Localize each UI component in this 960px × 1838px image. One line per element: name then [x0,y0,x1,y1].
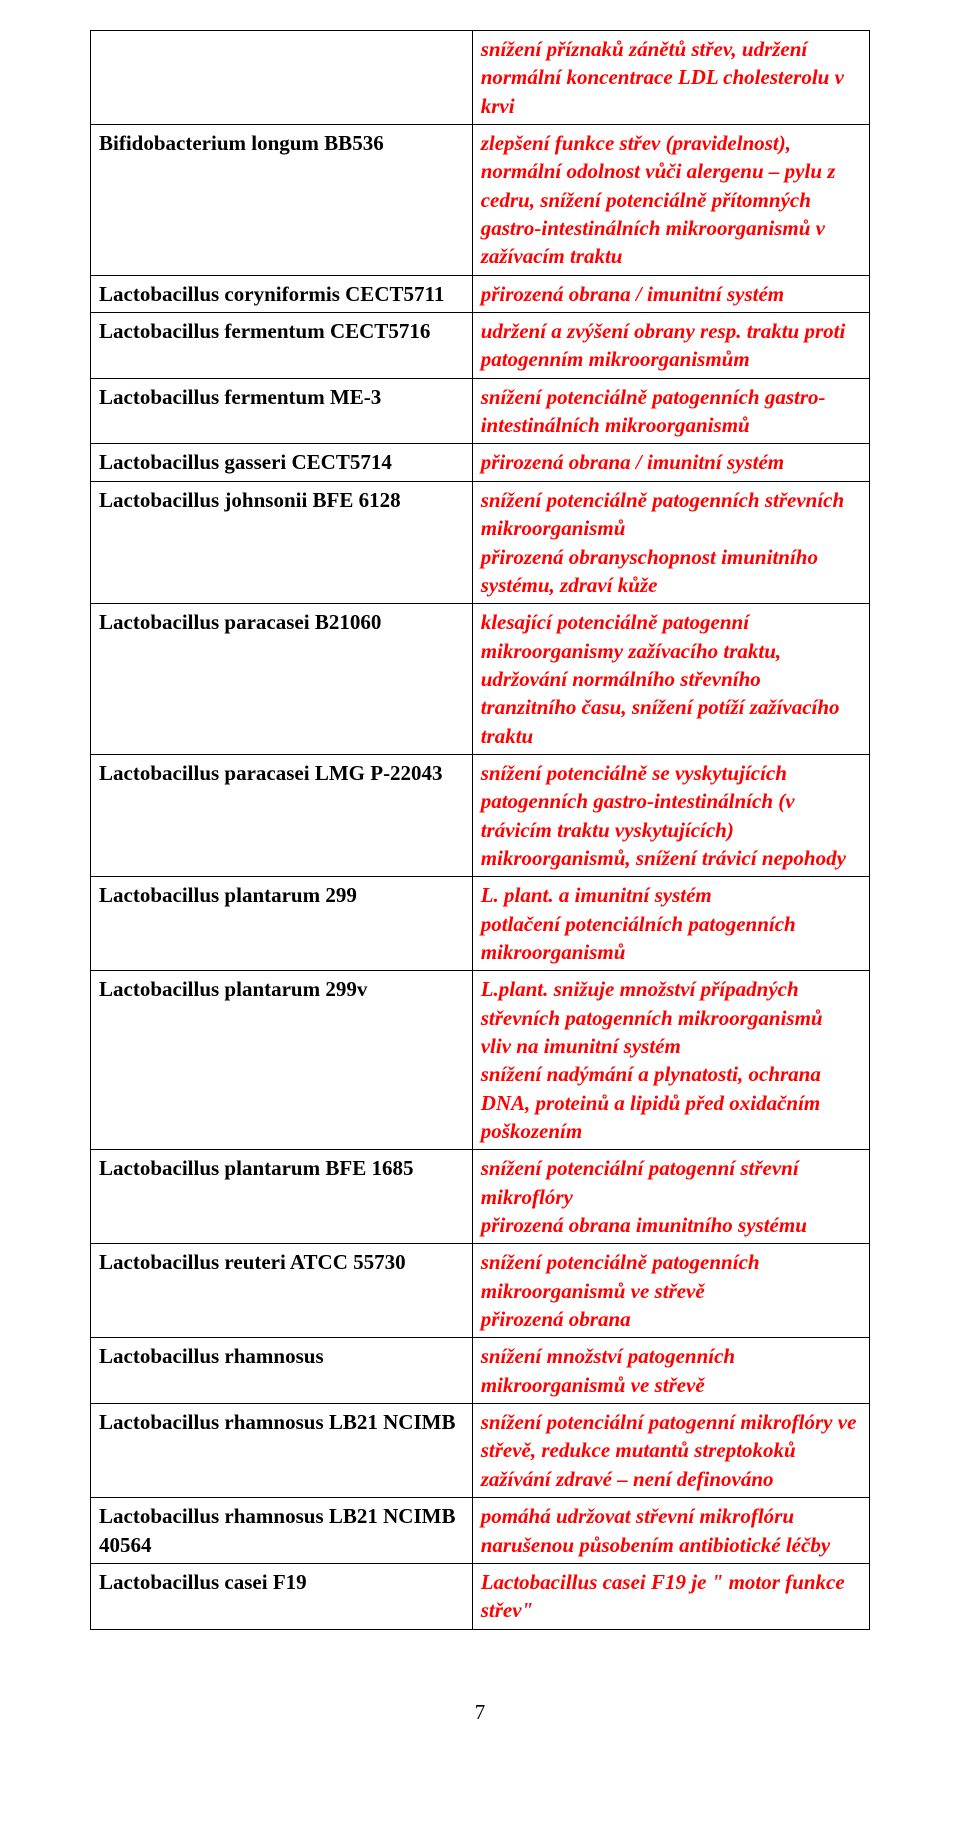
organism-cell: Lactobacillus fermentum CECT5716 [91,313,473,379]
organism-cell: Lactobacillus fermentum ME-3 [91,378,473,444]
effect-cell: L. plant. a imunitní systémpotlačení pot… [472,877,869,971]
organism-cell: Lactobacillus plantarum BFE 1685 [91,1150,473,1244]
organism-cell: Lactobacillus coryniformis CECT5711 [91,275,473,312]
organism-cell: Lactobacillus reuteri ATCC 55730 [91,1244,473,1338]
table-row: Lactobacillus casei F19Lactobacillus cas… [91,1563,870,1629]
effect-cell: snížení potenciální patogenní střevní mi… [472,1150,869,1244]
table-row: Lactobacillus fermentum ME-3snížení pote… [91,378,870,444]
effect-cell: snížení potenciálně patogenních mikroorg… [472,1244,869,1338]
organism-cell: Lactobacillus paracasei LMG P-22043 [91,754,473,876]
effect-cell: klesající potenciálně patogenní mikroorg… [472,604,869,755]
table-row: Lactobacillus johnsonii BFE 6128snížení … [91,481,870,603]
organism-cell: Lactobacillus casei F19 [91,1563,473,1629]
effect-cell: snížení příznaků zánětů střev, udržení n… [472,31,869,125]
effect-cell: snížení potenciální patogenní mikroflóry… [472,1404,869,1498]
effect-cell: L.plant. snižuje množství případných stř… [472,971,869,1150]
table-row: Bifidobacterium longum BB536zlepšení fun… [91,125,870,276]
table-body: snížení příznaků zánětů střev, udržení n… [91,31,870,1630]
organism-cell: Lactobacillus johnsonii BFE 6128 [91,481,473,603]
data-table: snížení příznaků zánětů střev, udržení n… [90,30,870,1630]
effect-cell: snížení potenciálně patogenních střevníc… [472,481,869,603]
effect-cell: udržení a zvýšení obrany resp. traktu pr… [472,313,869,379]
table-row: Lactobacillus paracasei LMG P-22043sníže… [91,754,870,876]
organism-cell: Lactobacillus rhamnosus [91,1338,473,1404]
table-row: snížení příznaků zánětů střev, udržení n… [91,31,870,125]
table-row: Lactobacillus coryniformis CECT5711přiro… [91,275,870,312]
table-row: Lactobacillus reuteri ATCC 55730snížení … [91,1244,870,1338]
effect-cell: zlepšení funkce střev (pravidelnost), no… [472,125,869,276]
organism-cell: Lactobacillus plantarum 299 [91,877,473,971]
page-number: 7 [90,1700,870,1725]
effect-cell: Lactobacillus casei F19 je " motor funkc… [472,1563,869,1629]
organism-cell: Lactobacillus paracasei B21060 [91,604,473,755]
table-row: Lactobacillus paracasei B21060klesající … [91,604,870,755]
organism-cell: Lactobacillus plantarum 299v [91,971,473,1150]
organism-cell [91,31,473,125]
organism-cell: Lactobacillus gasseri CECT5714 [91,444,473,481]
effect-cell: snížení potenciálně patogenních gastro-i… [472,378,869,444]
table-row: Lactobacillus gasseri CECT5714přirozená … [91,444,870,481]
organism-cell: Bifidobacterium longum BB536 [91,125,473,276]
table-row: Lactobacillus plantarum BFE 1685snížení … [91,1150,870,1244]
effect-cell: snížení potenciálně se vyskytujících pat… [472,754,869,876]
table-row: Lactobacillus rhamnosussnížení množství … [91,1338,870,1404]
effect-cell: přirozená obrana / imunitní systém [472,275,869,312]
table-row: Lactobacillus plantarum 299vL.plant. sni… [91,971,870,1150]
effect-cell: snížení množství patogenních mikroorgani… [472,1338,869,1404]
table-row: Lactobacillus rhamnosus LB21 NCIMB 40564… [91,1498,870,1564]
organism-cell: Lactobacillus rhamnosus LB21 NCIMB [91,1404,473,1498]
effect-cell: přirozená obrana / imunitní systém [472,444,869,481]
table-row: Lactobacillus rhamnosus LB21 NCIMBsnížen… [91,1404,870,1498]
table-row: Lactobacillus fermentum CECT5716udržení … [91,313,870,379]
effect-cell: pomáhá udržovat střevní mikroflóru naruš… [472,1498,869,1564]
organism-cell: Lactobacillus rhamnosus LB21 NCIMB 40564 [91,1498,473,1564]
table-row: Lactobacillus plantarum 299L. plant. a i… [91,877,870,971]
